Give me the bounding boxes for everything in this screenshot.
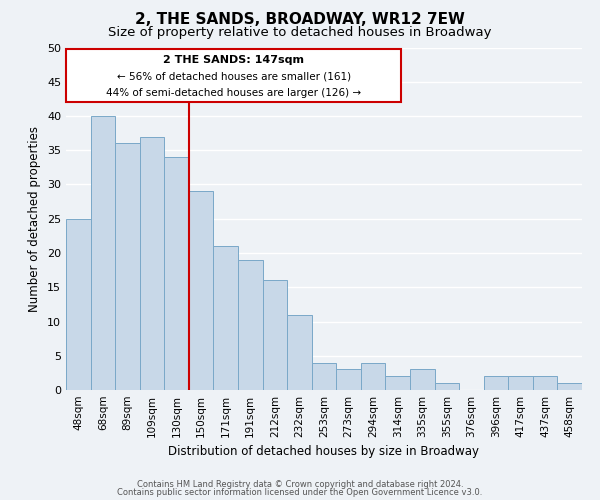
Bar [508,376,533,390]
Bar [312,362,336,390]
Bar [336,370,361,390]
Bar [263,280,287,390]
X-axis label: Distribution of detached houses by size in Broadway: Distribution of detached houses by size … [169,446,479,458]
Bar [434,383,459,390]
Text: ← 56% of detached houses are smaller (161): ← 56% of detached houses are smaller (16… [116,72,351,82]
Bar [410,370,434,390]
FancyBboxPatch shape [66,49,401,102]
Text: Contains public sector information licensed under the Open Government Licence v3: Contains public sector information licen… [118,488,482,497]
Text: Contains HM Land Registry data © Crown copyright and database right 2024.: Contains HM Land Registry data © Crown c… [137,480,463,489]
Bar [557,383,582,390]
Bar [533,376,557,390]
Bar [91,116,115,390]
Bar [361,362,385,390]
Bar [115,144,140,390]
Y-axis label: Number of detached properties: Number of detached properties [28,126,41,312]
Bar [484,376,508,390]
Text: Size of property relative to detached houses in Broadway: Size of property relative to detached ho… [108,26,492,39]
Bar [164,157,189,390]
Bar [385,376,410,390]
Text: 44% of semi-detached houses are larger (126) →: 44% of semi-detached houses are larger (… [106,88,361,98]
Bar [189,192,214,390]
Text: 2, THE SANDS, BROADWAY, WR12 7EW: 2, THE SANDS, BROADWAY, WR12 7EW [135,12,465,28]
Text: 2 THE SANDS: 147sqm: 2 THE SANDS: 147sqm [163,55,304,65]
Bar [238,260,263,390]
Bar [214,246,238,390]
Bar [287,314,312,390]
Bar [140,136,164,390]
Bar [66,219,91,390]
